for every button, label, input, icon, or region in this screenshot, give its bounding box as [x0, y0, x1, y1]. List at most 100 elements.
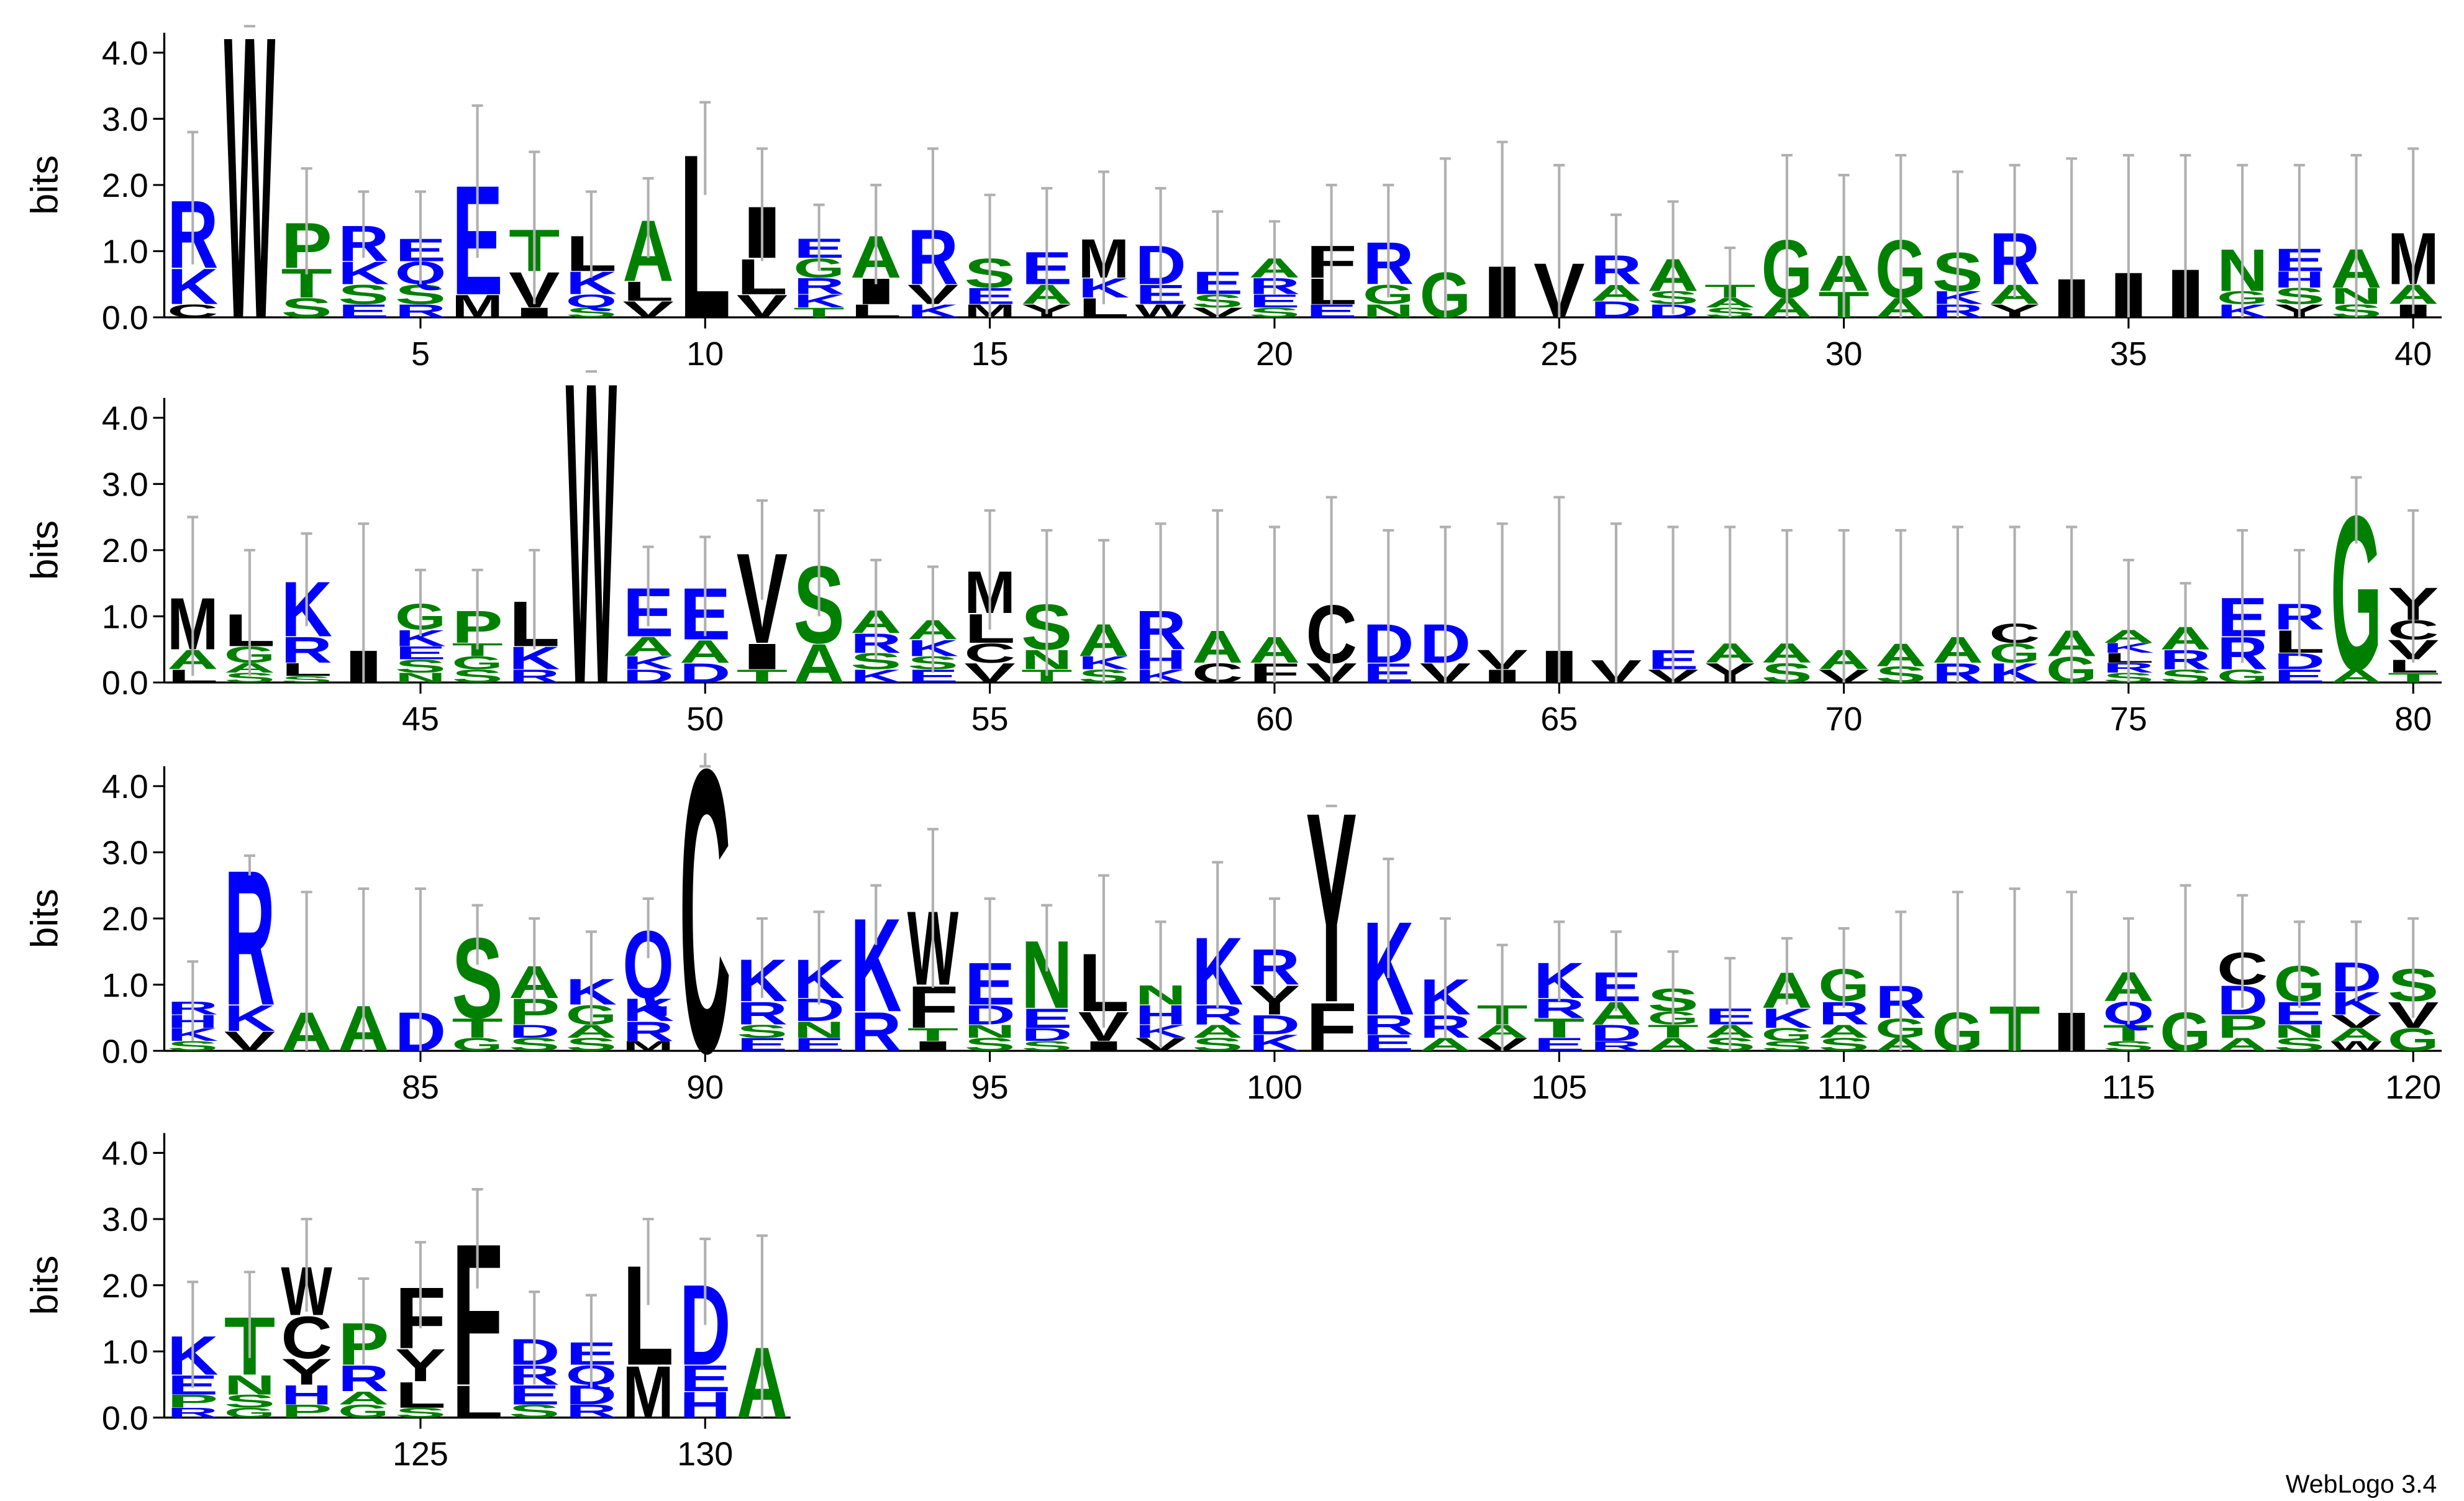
logo-letter: S [281, 292, 332, 324]
logo-letter: K [850, 666, 902, 686]
logo-letter: K [622, 992, 674, 1028]
logo-letter: E [1306, 301, 1357, 322]
logo-letter: D [1249, 1010, 1301, 1040]
x-tick-label: 25 [1540, 335, 1578, 373]
logo-letter: E [2274, 666, 2325, 687]
x-tick-label: 20 [1256, 335, 1293, 373]
logo-letter: S [395, 279, 446, 311]
y-tick-label: 0.0 [102, 299, 148, 337]
logo-letter: G [452, 653, 502, 673]
logo-letter: T [737, 666, 788, 686]
logo-letter: M [622, 1351, 674, 1433]
logo-letter: R [566, 1401, 617, 1422]
x-tick-label: 10 [686, 335, 724, 373]
x-tick-label: 95 [971, 1069, 1009, 1106]
y-tick-label: 2.0 [102, 532, 148, 569]
y-tick-label: 1.0 [102, 234, 148, 271]
logo-letter: Y [1989, 301, 2040, 322]
x-tick-label: 40 [2394, 335, 2432, 373]
x-tick-label: 35 [2110, 335, 2147, 373]
x-tick-label: 65 [1540, 701, 1578, 738]
y-tick-label: 3.0 [102, 101, 148, 138]
y-tick-label: 2.0 [102, 1267, 148, 1305]
logo-letter: L [452, 1376, 503, 1428]
logo-letter: S [509, 1401, 560, 1422]
y-axis-label: bits [23, 520, 66, 580]
logo-letter: A [2217, 1034, 2268, 1054]
logo-letter: I [509, 305, 560, 320]
logo-letter: G [452, 1035, 502, 1055]
logo-letter: I [737, 636, 788, 677]
logo-letter: K [167, 259, 219, 315]
x-tick-label: 90 [686, 1069, 724, 1106]
x-tick-label: 15 [971, 335, 1009, 373]
logo-letter: I [1078, 1038, 1129, 1054]
x-tick-label: 45 [402, 701, 439, 738]
logo-letter: S [281, 674, 332, 685]
x-tick-label: 60 [1256, 701, 1293, 738]
logo-letter: S [1249, 305, 1301, 320]
logo-letter: V [2330, 1011, 2382, 1032]
logo-letter: S [167, 1038, 219, 1054]
logo-letter: A [2330, 666, 2382, 686]
logo-letter: R [1591, 1038, 1642, 1054]
y-tick-label: 3.0 [102, 1201, 148, 1238]
y-tick-label: 1.0 [102, 1333, 148, 1371]
logo-letter: S [395, 656, 447, 677]
logo-letter: K [1249, 1030, 1301, 1056]
logo-letter: V [224, 1026, 276, 1057]
x-tick-label: 105 [1531, 1069, 1587, 1106]
logo-letter: M [622, 1038, 674, 1054]
logo-letter: A [622, 632, 674, 662]
logo-letter: D [622, 666, 674, 686]
logo-letter: I [907, 1038, 958, 1054]
logo-letter: L [622, 276, 674, 307]
logo-letter: D [1021, 1024, 1073, 1045]
logo-letter: L [850, 301, 902, 321]
logo-letter: T [2388, 670, 2439, 686]
x-tick-label: 115 [2102, 1069, 2155, 1106]
logo-letter: E [1021, 1003, 1072, 1034]
logo-letter: Y [395, 1340, 447, 1391]
logo-letter: T [452, 1013, 503, 1043]
logo-letter: Y [281, 1351, 332, 1393]
logo-letter: V [622, 297, 674, 322]
logo-letter: S [338, 279, 389, 311]
logo-letter: T [793, 305, 845, 320]
logo-letter: R [1363, 1010, 1414, 1040]
logo-letter: D [1591, 1020, 1642, 1046]
x-tick-label: 30 [1825, 335, 1863, 373]
logo-letter: S [566, 1035, 617, 1055]
y-tick-label: 1.0 [102, 599, 148, 636]
logo-letter: S [737, 1021, 788, 1041]
logo-letter: L [395, 1375, 447, 1416]
logo-letter: C [167, 301, 219, 321]
logo-letter: R [338, 1358, 389, 1399]
x-tick-label: 120 [2385, 1069, 2441, 1106]
logo-letter: P [167, 1391, 219, 1412]
x-tick-label: 110 [1817, 1069, 1871, 1106]
logo-letter: P [2217, 1009, 2268, 1045]
y-tick-label: 1.0 [102, 967, 148, 1004]
logo-letter: S [964, 1035, 1016, 1055]
footer: WebLogo 3.4 [2286, 1469, 2437, 1498]
logo-letter: R [850, 1000, 902, 1063]
logo-letter: K [1762, 1003, 1813, 1033]
y-tick-label: 0.0 [102, 1400, 148, 1437]
logo-letter: S [395, 1405, 447, 1421]
logo-letter: A [1192, 1021, 1243, 1041]
y-tick-label: 4.0 [102, 35, 148, 72]
logo-letter: R [793, 274, 845, 299]
logo-letter: R [167, 1405, 219, 1421]
logo-letter: C [281, 1304, 332, 1371]
logo-letter: A [1818, 1021, 1870, 1041]
y-tick-label: 0.0 [102, 664, 148, 702]
logo-letter: S [1818, 1035, 1870, 1055]
x-tick-label: 125 [393, 1436, 448, 1473]
logo-letter: W [1135, 301, 1186, 321]
x-tick-label: 100 [1247, 1069, 1302, 1106]
logo-letter: G [1762, 1025, 1812, 1045]
logo-letter: W [566, 292, 617, 774]
x-tick-label: 70 [1825, 701, 1863, 738]
